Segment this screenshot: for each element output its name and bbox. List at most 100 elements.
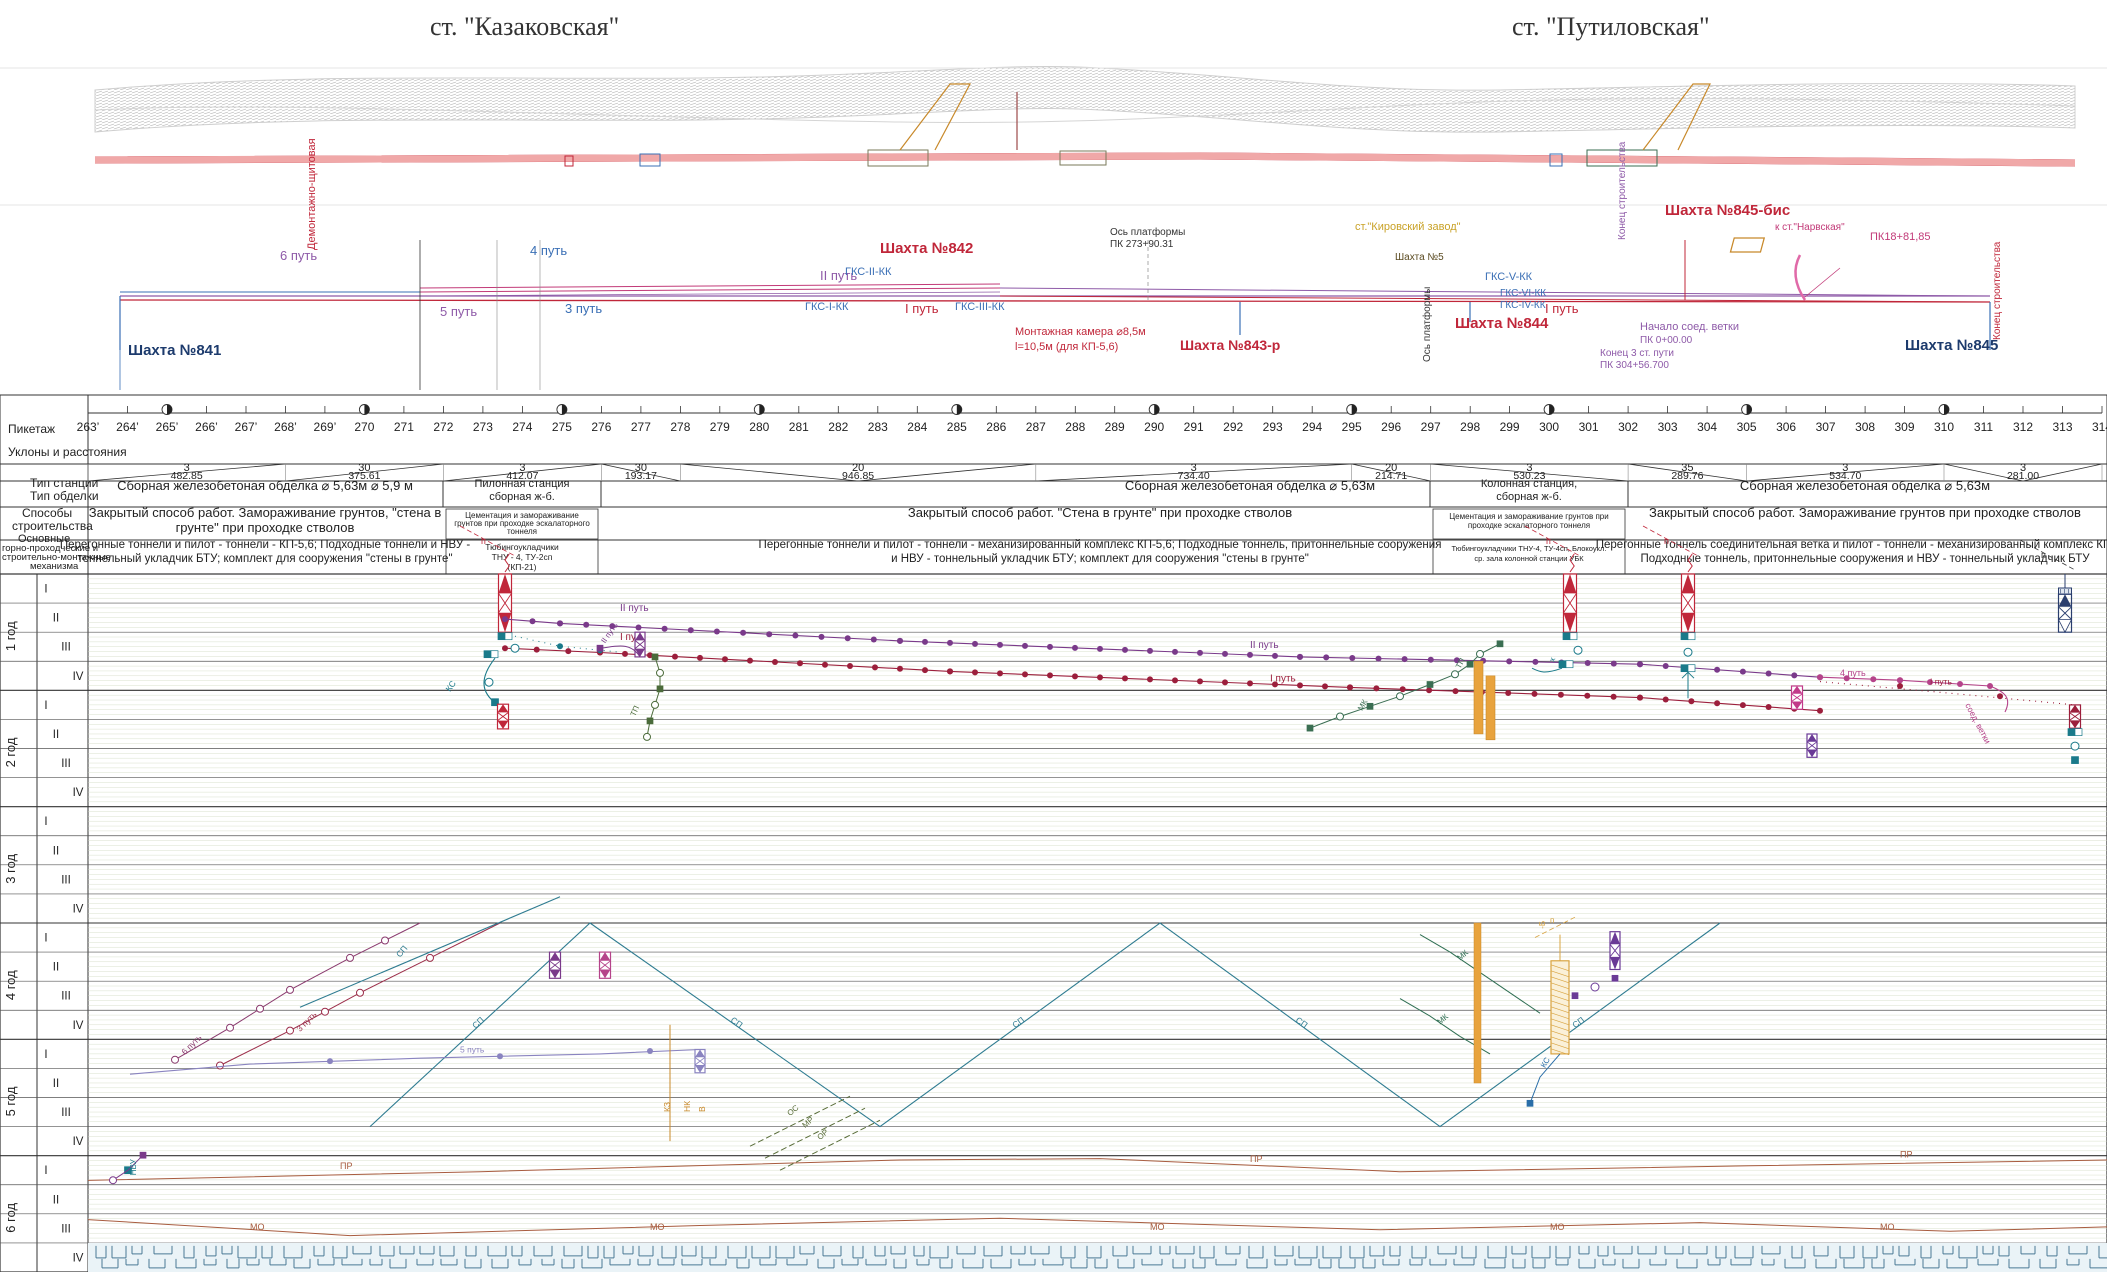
svg-text:ПК 273+90.31: ПК 273+90.31: [1110, 239, 1174, 250]
svg-text:Шахта №5: Шахта №5: [1395, 252, 1444, 263]
svg-text:277: 277: [631, 420, 651, 434]
svg-text:грунте" при проходке ств: грунте" при проходке стволов: [176, 520, 355, 535]
svg-text:ГКС-VI-КК: ГКС-VI-КК: [1500, 288, 1546, 299]
svg-text:270: 270: [354, 420, 374, 434]
svg-text:п: п: [1546, 536, 1551, 546]
svg-text:ГКС-II-КК: ГКС-II-КК: [845, 266, 892, 278]
svg-text:Перегонные тоннели и пил: Перегонные тоннели и пилот - тоннели - К…: [60, 539, 471, 551]
svg-text:284: 284: [907, 420, 927, 434]
svg-text:Сборная железобетоная обд: Сборная железобетоная обделка ⌀ 5,63м: [1740, 478, 1990, 493]
svg-text:276: 276: [591, 420, 611, 434]
svg-text:проходке эскалаторного тоннеля: проходке эскалаторного тоннеля: [1468, 521, 1590, 530]
svg-text:Пикетаж: Пикетаж: [8, 422, 55, 436]
svg-text:III: III: [61, 642, 71, 654]
svg-text:II: II: [53, 729, 59, 741]
svg-text:I путь: I путь: [1270, 674, 1296, 685]
svg-text:193.17: 193.17: [625, 470, 657, 482]
svg-text:НК: НК: [682, 1101, 692, 1112]
svg-text:I: I: [44, 1165, 47, 1177]
svg-text:II: II: [53, 962, 59, 974]
svg-text:279: 279: [710, 420, 730, 434]
svg-text:МО: МО: [1150, 1222, 1165, 1232]
svg-text:281: 281: [789, 420, 809, 434]
svg-text:5 путь: 5 путь: [440, 304, 477, 319]
svg-text:I: I: [44, 933, 47, 945]
svg-text:Конец строительства: Конец строительства: [1992, 241, 2003, 340]
svg-text:I путь: I путь: [905, 301, 939, 316]
svg-text:264’: 264’: [116, 420, 139, 434]
svg-text:272: 272: [433, 420, 453, 434]
svg-text:306: 306: [1776, 420, 1796, 434]
svg-text:ст. "Казаковская": ст. "Казаковская": [430, 12, 619, 41]
svg-text:310: 310: [1934, 420, 1954, 434]
svg-text:4 путь: 4 путь: [530, 243, 567, 258]
svg-text:Способы: Способы: [22, 506, 72, 520]
svg-text:ПК 0+00.00: ПК 0+00.00: [1640, 335, 1693, 346]
svg-text:тоннеля: тоннеля: [507, 527, 537, 536]
svg-text:267’: 267’: [235, 420, 258, 434]
svg-text:297: 297: [1421, 420, 1441, 434]
svg-text:НВУ: НВУ: [129, 1158, 138, 1175]
svg-text:Начало соед. ветки: Начало соед. ветки: [1640, 321, 1739, 333]
svg-text:I: I: [44, 700, 47, 712]
svg-text:Уклоны и расстояния: Уклоны и расстояния: [8, 445, 127, 459]
svg-text:311: 311: [1974, 420, 1993, 434]
svg-text:II: II: [53, 1078, 59, 1090]
svg-text:В: В: [697, 1106, 707, 1112]
svg-text:II: II: [53, 1194, 59, 1206]
svg-text:305: 305: [1737, 420, 1757, 434]
svg-text:Закрытый способ работ. З: Закрытый способ работ. Замораживание гру…: [89, 505, 442, 520]
svg-text:283: 283: [868, 420, 888, 434]
svg-text:299: 299: [1500, 420, 1520, 434]
svg-text:сборная ж-б.: сборная ж-б.: [489, 491, 555, 503]
svg-text:301: 301: [1579, 420, 1599, 434]
svg-text:ПР: ПР: [1900, 1150, 1912, 1160]
svg-text:ст. "Путиловская": ст. "Путиловская": [1512, 12, 1710, 41]
svg-text:ГКС-IV-КК: ГКС-IV-КК: [1500, 300, 1546, 311]
svg-text:Демонтажно-щитовая: Демонтажно-щитовая: [306, 138, 318, 250]
svg-text:298: 298: [1460, 420, 1480, 434]
svg-text:287: 287: [1026, 420, 1046, 434]
svg-text:II путь: II путь: [620, 603, 649, 614]
svg-text:Сборная железобетоная обд: Сборная железобетоная обделка ⌀ 5,63м ⌀ …: [117, 478, 413, 493]
svg-text:280: 280: [749, 420, 769, 434]
svg-text:IV: IV: [73, 671, 84, 683]
svg-text:946.85: 946.85: [842, 470, 874, 482]
svg-text:289.76: 289.76: [1671, 470, 1703, 482]
svg-text:Колонная станция,: Колонная станция,: [1481, 478, 1577, 490]
svg-text:314: 314: [2092, 420, 2107, 434]
svg-text:ПК 304+56.700: ПК 304+56.700: [1600, 360, 1669, 371]
svg-text:271: 271: [394, 420, 414, 434]
svg-text:309: 309: [1894, 420, 1914, 434]
svg-text:300: 300: [1539, 420, 1559, 434]
svg-text:282: 282: [828, 420, 848, 434]
svg-text:Ось платформы: Ось платформы: [1110, 226, 1185, 238]
svg-text:Ось платформы: Ось платформы: [1421, 287, 1433, 362]
svg-text:IV: IV: [73, 1136, 84, 1148]
svg-text:II: II: [53, 845, 59, 857]
svg-text:307: 307: [1816, 420, 1836, 434]
svg-text:Шахта №842: Шахта №842: [880, 240, 973, 257]
svg-text:ср. зала колонной станции УБК: ср. зала колонной станции УБК: [1474, 554, 1584, 563]
svg-text:Тип обделки: Тип обделки: [30, 489, 99, 503]
svg-text:285: 285: [947, 420, 967, 434]
svg-text:III: III: [61, 1223, 71, 1235]
svg-text:I путь: I путь: [1930, 677, 1952, 687]
svg-text:Подходные тоннель, притонне: Подходные тоннель, притоннельные сооруже…: [1640, 553, 2090, 565]
svg-text:l=10,5м (для КП-5,6): l=10,5м (для КП-5,6): [1015, 341, 1118, 353]
svg-text:289: 289: [1105, 420, 1125, 434]
svg-text:МО: МО: [250, 1222, 265, 1232]
svg-text:Цементация и замораживание гру: Цементация и замораживание грунтов при: [1449, 512, 1608, 521]
svg-text:308: 308: [1855, 420, 1875, 434]
svg-text:II путь: II путь: [1250, 640, 1279, 651]
svg-text:6 год: 6 год: [3, 1202, 18, 1232]
svg-text:Монтажная камера ⌀8,5м: Монтажная камера ⌀8,5м: [1015, 326, 1146, 338]
svg-text:ПК18+81,85: ПК18+81,85: [1870, 231, 1931, 243]
svg-text:Шахта №841: Шахта №841: [128, 342, 221, 359]
svg-text:II: II: [53, 613, 59, 625]
svg-text:МО: МО: [1550, 1222, 1565, 1232]
svg-text:МО: МО: [1880, 1222, 1895, 1232]
svg-text:286: 286: [986, 420, 1006, 434]
svg-text:292: 292: [1223, 420, 1243, 434]
svg-text:Тюбингоукладчики ТНУ-4, ТУ-4сп: Тюбингоукладчики ТНУ-4, ТУ-4сп, Блокоукл…: [1452, 544, 1607, 553]
